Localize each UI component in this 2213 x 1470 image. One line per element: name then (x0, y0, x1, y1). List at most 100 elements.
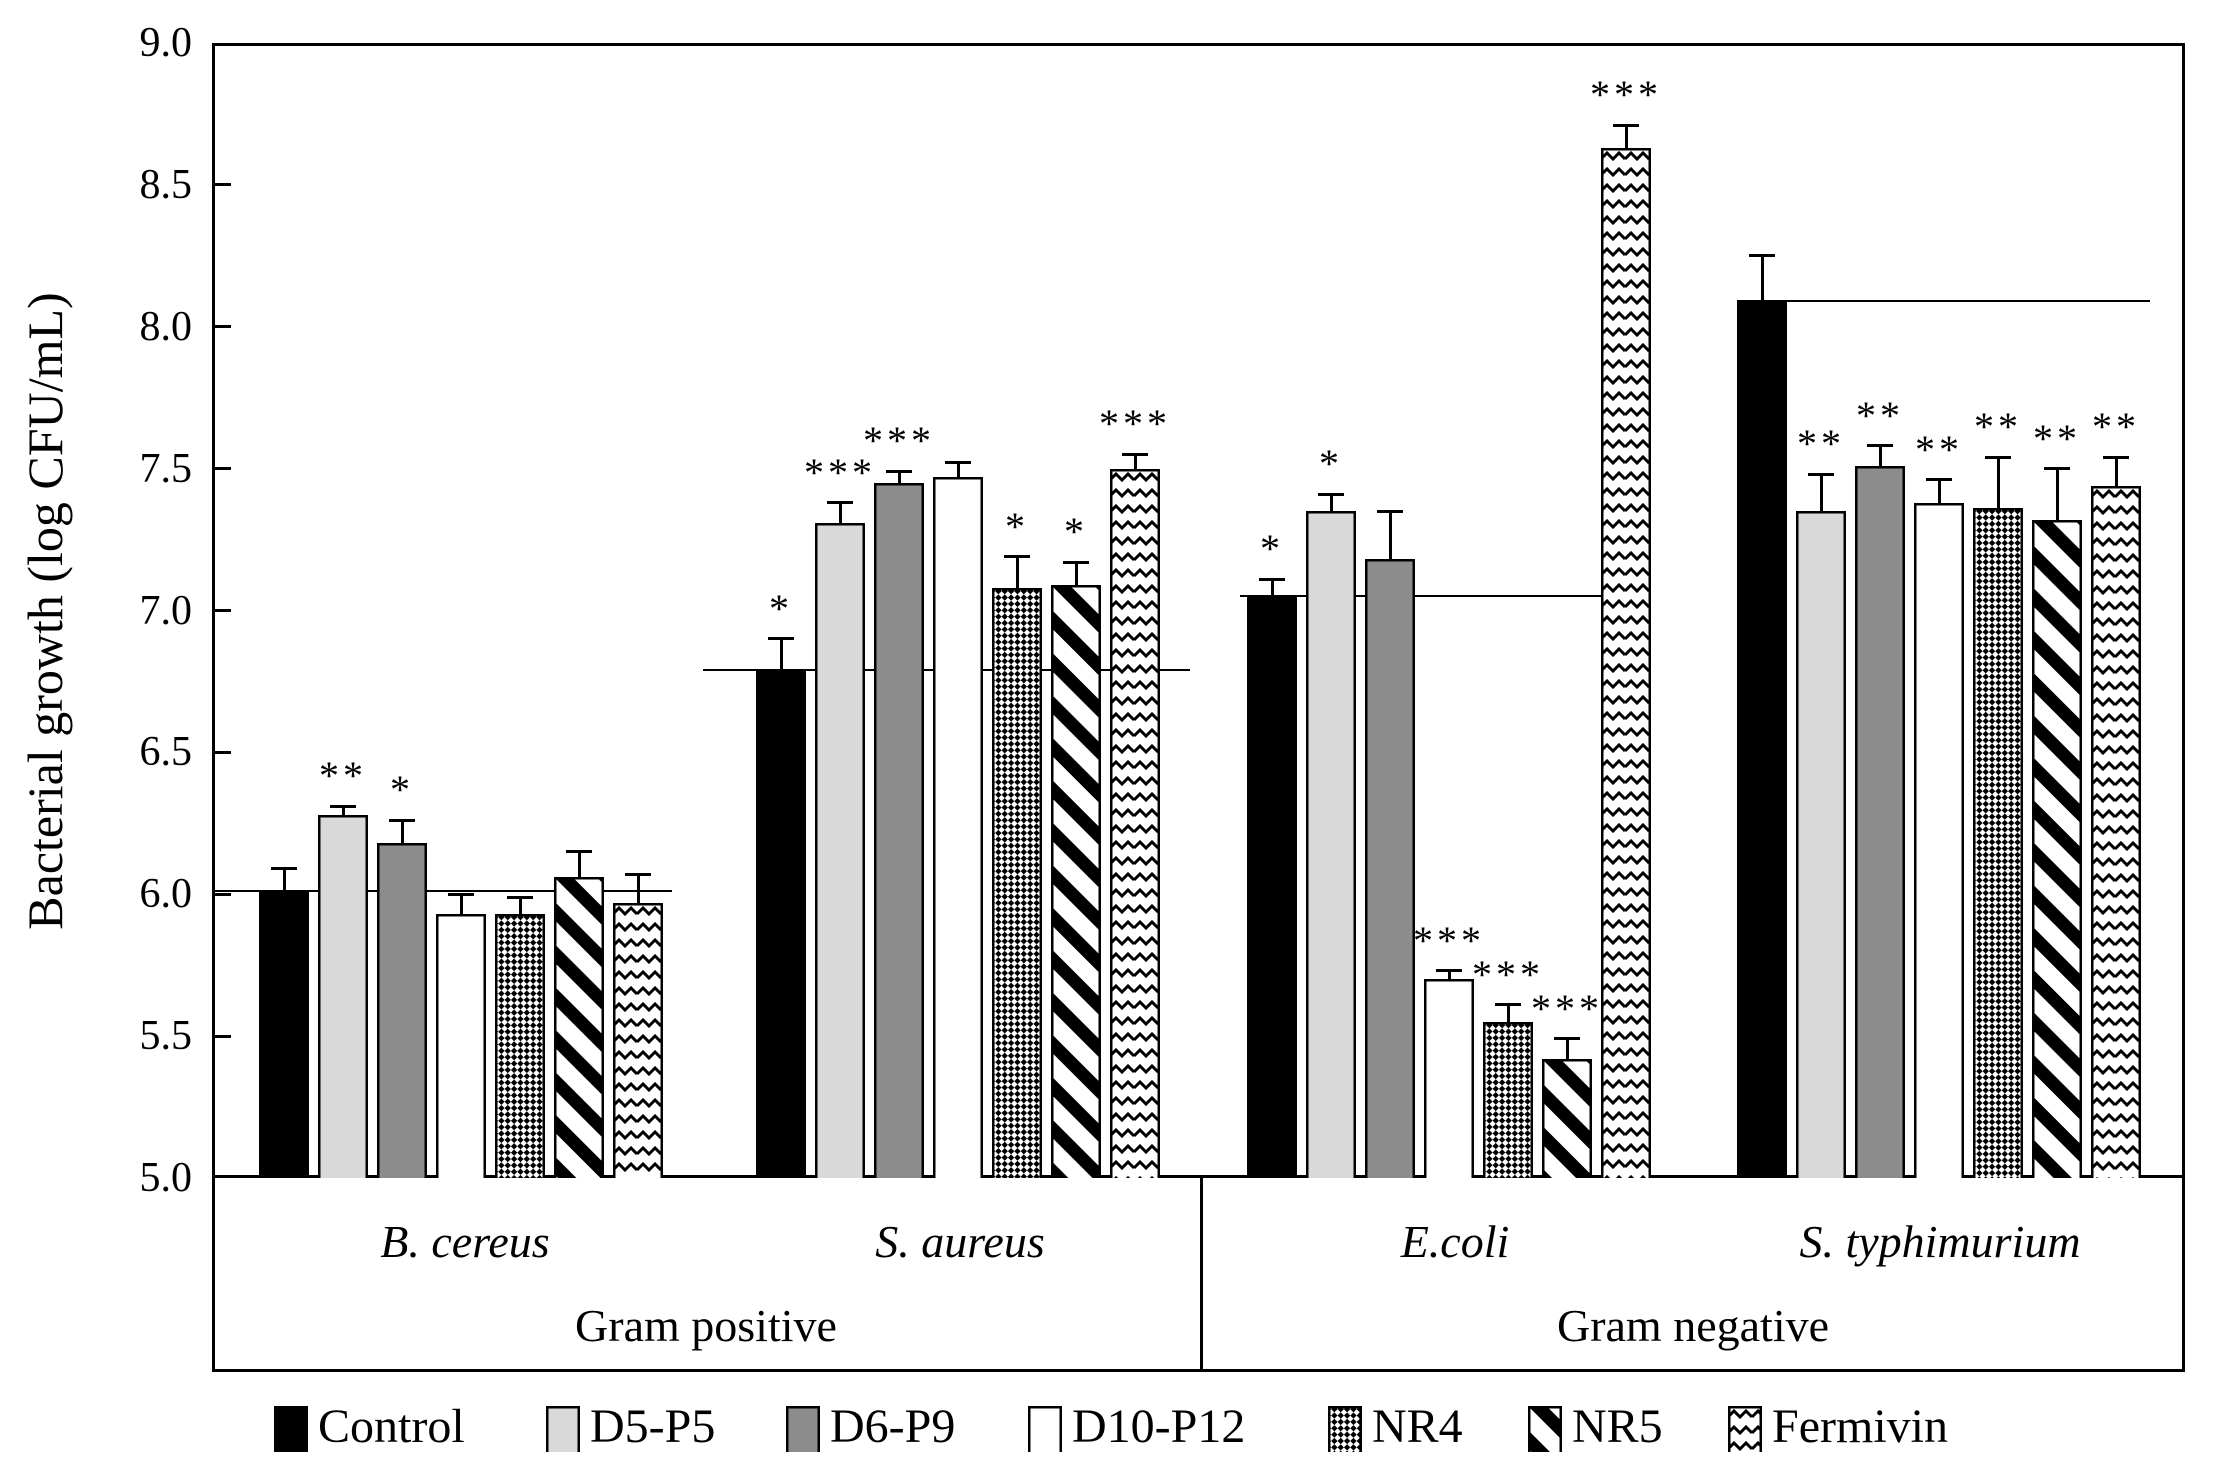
error-bar-cap (1063, 560, 1089, 564)
legend-label: NR4 (1372, 1400, 1463, 1453)
plot-frame (212, 43, 2185, 1178)
bar-d10-p12-e-coli (1424, 979, 1474, 1179)
significance-label: *** (1472, 951, 1544, 997)
error-bar-cap (1554, 1037, 1580, 1041)
significance-label: ** (1856, 392, 1904, 438)
bar-d6-p9-s-typhimurium (1855, 465, 1905, 1178)
bar-control-b-cereus (259, 891, 309, 1179)
significance-label: ** (2033, 415, 2081, 461)
error-bar-cap (2103, 455, 2129, 459)
y-tick-label: 7.5 (139, 445, 193, 492)
legend-label: D5-P5 (590, 1400, 716, 1453)
error-bar (2055, 468, 2059, 520)
error-bar (1506, 1004, 1510, 1022)
legend-swatch-icon (1328, 1406, 1362, 1452)
bar-control-s-aureus (756, 670, 806, 1179)
legend-swatch-icon (1528, 1406, 1562, 1452)
bar-nr5-e-coli (1542, 1058, 1592, 1178)
error-bar-cap (2044, 467, 2070, 471)
significance-label: ** (2092, 404, 2140, 450)
bar-nr4-e-coli (1483, 1021, 1533, 1178)
error-bar-cap (768, 637, 794, 641)
significance-label: * (769, 585, 793, 631)
species-label: S. typhimurium (1799, 1216, 2081, 1267)
error-bar-cap (389, 818, 415, 822)
bar-d10-p12-b-cereus (436, 914, 486, 1179)
reference-line (1240, 594, 1630, 598)
error-bar (282, 868, 286, 892)
bar-fermivin-b-cereus (613, 902, 663, 1178)
error-bar-cap (1808, 472, 1834, 476)
error-bar-cap (1613, 123, 1639, 127)
legend-label: NR5 (1572, 1400, 1663, 1453)
legend-swatch-icon (546, 1406, 580, 1452)
error-bar-cap (1122, 452, 1148, 456)
axis-bottom-line (212, 1369, 2185, 1372)
bar-d6-p9-b-cereus (377, 843, 427, 1179)
error-bar-cap (448, 892, 474, 896)
legend-swatch-icon (786, 1406, 820, 1452)
y-tick-label: 7.0 (139, 587, 193, 634)
error-bar (518, 897, 522, 915)
bar-d10-p12-s-aureus (933, 477, 983, 1179)
error-bar (1270, 579, 1274, 597)
error-bar-cap (1259, 577, 1285, 581)
gram-group-divider (1200, 1178, 1203, 1372)
error-bar-cap (886, 469, 912, 473)
bar-fermivin-s-aureus (1110, 468, 1160, 1178)
axis-left-edge (212, 1178, 215, 1372)
significance-label: ** (1797, 421, 1845, 467)
significance-label: * (1260, 526, 1284, 572)
bar-control-e-coli (1247, 596, 1297, 1179)
legend-label: D10-P12 (1072, 1400, 1246, 1453)
bar-nr5-b-cereus (554, 877, 604, 1179)
legend-swatch-icon (274, 1406, 308, 1452)
reference-line (212, 889, 672, 893)
error-bar (2114, 457, 2118, 486)
legend-label: Control (318, 1400, 465, 1453)
significance-label: ** (319, 753, 367, 799)
significance-label: ** (1974, 404, 2022, 450)
error-bar (1819, 474, 1823, 512)
y-tick-label: 8.0 (139, 303, 193, 350)
y-tick-label: 9.0 (139, 20, 193, 66)
bar-d6-p9-e-coli (1365, 559, 1415, 1179)
y-tick (215, 892, 231, 896)
error-bar (1133, 454, 1137, 469)
error-bar (459, 894, 463, 915)
significance-label: * (1064, 509, 1088, 555)
significance-label: * (390, 767, 414, 813)
error-bar-cap (1867, 444, 1893, 448)
y-tick-label: 6.0 (139, 871, 193, 918)
significance-label: *** (1413, 917, 1485, 963)
error-bar-cap (625, 872, 651, 876)
significance-label: *** (1099, 401, 1171, 447)
error-bar (779, 638, 783, 671)
significance-label: *** (1531, 985, 1603, 1031)
bar-nr5-s-aureus (1051, 584, 1101, 1178)
y-tick-label: 5.0 (139, 1155, 193, 1201)
species-label: E.coli (1400, 1216, 1510, 1267)
y-tick-label: 8.5 (139, 161, 193, 208)
error-bar (1388, 511, 1392, 560)
error-bar-cap (566, 850, 592, 854)
error-bar-cap (1004, 555, 1030, 559)
significance-label: *** (804, 449, 876, 495)
error-bar-cap (1377, 509, 1403, 513)
species-label: B. cereus (380, 1216, 550, 1267)
y-tick (215, 750, 231, 754)
error-bar (1074, 562, 1078, 585)
error-bar-cap (1985, 455, 2011, 459)
y-tick (215, 183, 231, 187)
error-bar-cap (330, 804, 356, 808)
bar-d10-p12-s-typhimurium (1914, 502, 1964, 1178)
error-bar (838, 502, 842, 523)
error-bar (400, 820, 404, 844)
y-tick-label: 6.5 (139, 729, 193, 776)
legend-swatch-icon (1728, 1406, 1762, 1452)
bar-control-s-typhimurium (1737, 301, 1787, 1179)
error-bar-cap (1318, 492, 1344, 496)
bar-nr5-s-typhimurium (2032, 519, 2082, 1178)
y-tick-label: 5.5 (139, 1013, 193, 1060)
